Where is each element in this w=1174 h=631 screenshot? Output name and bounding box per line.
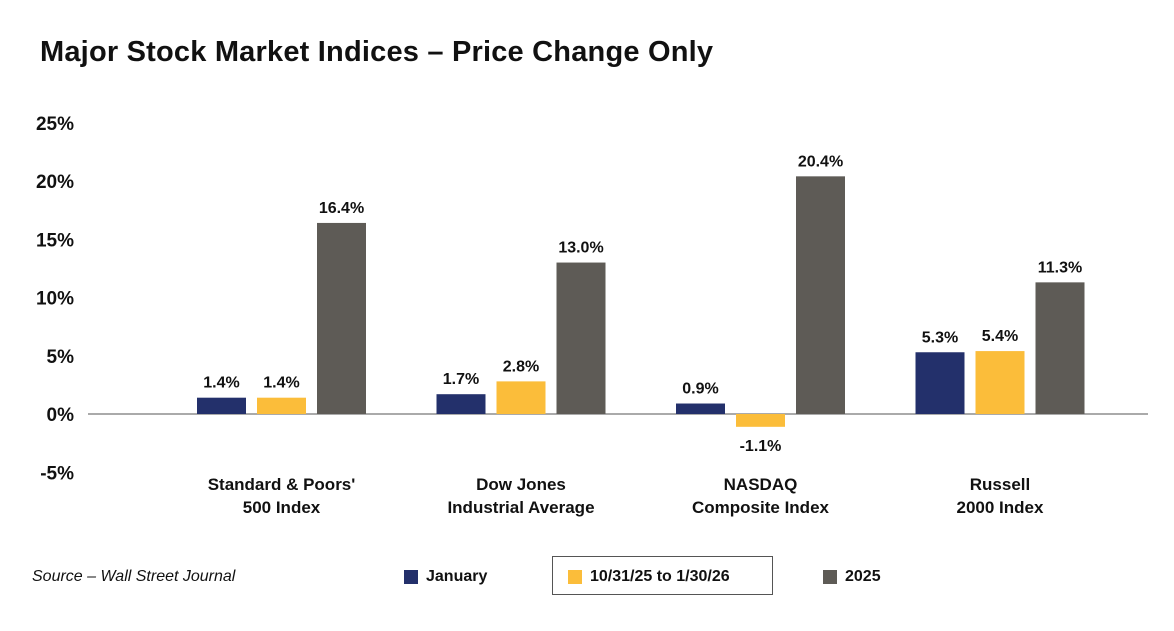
bar xyxy=(1035,282,1085,414)
bar xyxy=(676,403,725,414)
category-label: Standard & Poors' xyxy=(208,475,356,494)
data-label: 1.4% xyxy=(203,375,239,392)
legend-label-january: January xyxy=(426,568,488,585)
bar xyxy=(556,262,606,414)
legend-swatch-2025 xyxy=(823,570,837,584)
y-tick-label: 0% xyxy=(47,405,75,426)
data-label: 1.4% xyxy=(263,375,299,392)
data-label: 20.4% xyxy=(798,153,843,170)
legend-swatch-january xyxy=(404,570,418,584)
bar xyxy=(915,352,965,414)
legend-swatch-period xyxy=(568,570,582,584)
source-note: Source – Wall Street Journal xyxy=(32,568,236,585)
legend-item-2025: 2025 xyxy=(823,568,881,586)
y-tick-label: 25% xyxy=(36,114,74,135)
y-tick-label: 20% xyxy=(36,172,74,193)
category-label: 2000 Index xyxy=(957,498,1044,517)
category-label: NASDAQ xyxy=(724,475,798,494)
category-label: Industrial Average xyxy=(447,498,594,517)
y-tick-label: 10% xyxy=(36,289,74,310)
chart-title: Major Stock Market Indices – Price Chang… xyxy=(40,36,714,68)
data-label: -1.1% xyxy=(740,438,782,455)
bar xyxy=(317,222,366,414)
legend-highlight-box xyxy=(552,556,773,595)
data-label: 5.4% xyxy=(982,328,1018,345)
category-label: Russell xyxy=(970,475,1030,494)
data-label: 5.3% xyxy=(922,329,958,346)
data-label: 16.4% xyxy=(319,200,364,217)
data-label: 11.3% xyxy=(1038,259,1082,276)
bar xyxy=(796,176,845,414)
data-label: 2.8% xyxy=(503,358,539,375)
y-tick-label: -5% xyxy=(40,463,74,484)
category-label: Dow Jones xyxy=(476,475,566,494)
data-label: 0.9% xyxy=(682,381,718,398)
category-label: 500 Index xyxy=(243,498,321,517)
legend-label-2025: 2025 xyxy=(845,568,881,585)
bar xyxy=(496,381,546,414)
bar xyxy=(197,397,246,414)
bar xyxy=(975,351,1025,414)
bar xyxy=(436,394,486,414)
y-tick-label: 5% xyxy=(47,347,75,368)
legend-label-period: 10/31/25 to 1/30/26 xyxy=(590,568,730,585)
legend-item-period: 10/31/25 to 1/30/26 xyxy=(568,568,730,586)
data-label: 1.7% xyxy=(443,371,479,388)
bar xyxy=(257,397,306,414)
legend-item-january: January xyxy=(404,568,487,586)
data-label: 13.0% xyxy=(558,240,603,257)
y-tick-label: 15% xyxy=(36,230,74,251)
bar xyxy=(736,414,785,427)
category-label: Composite Index xyxy=(692,498,830,517)
